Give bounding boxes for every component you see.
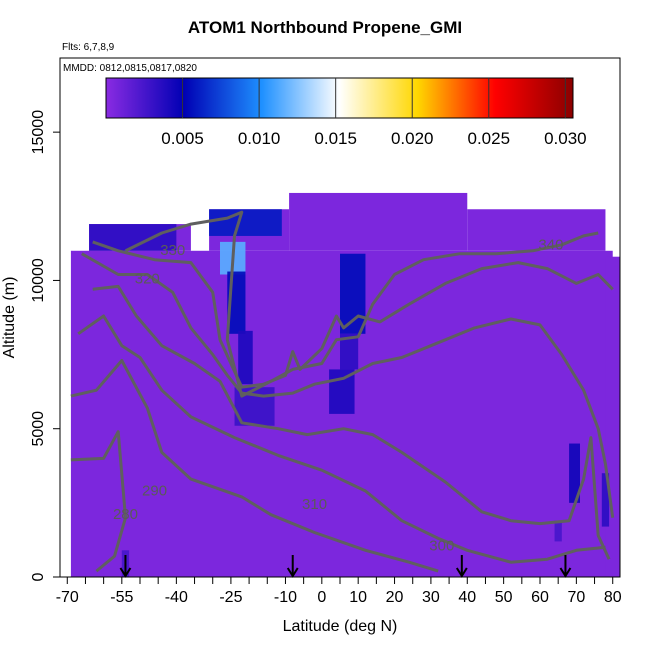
colorbar-tick-label: 0.005 — [161, 129, 204, 148]
y-tick-label: 15000 — [30, 110, 47, 155]
field-block — [289, 192, 468, 251]
x-tick-label: -40 — [165, 589, 188, 606]
chart-subtitle: Flts: 6,7,8,9 — [62, 42, 115, 53]
x-axis-title: Latitude (deg N) — [283, 618, 398, 635]
contour-label-280: 280 — [113, 506, 138, 523]
x-tick-label: 40 — [458, 589, 476, 606]
enhanced-region — [238, 330, 253, 385]
colorbar-tick-label: 0.010 — [238, 129, 281, 148]
contour-label-310: 310 — [302, 496, 327, 513]
x-tick-label: 80 — [604, 589, 622, 606]
contour-label-290: 290 — [142, 482, 167, 499]
field-block — [467, 209, 606, 251]
flight-marker-arrow — [119, 555, 132, 578]
colorbar-tick-label: 0.020 — [391, 129, 434, 148]
flight-marker-arrow — [559, 555, 572, 578]
x-tick-label: 0 — [317, 589, 326, 606]
enhanced-region — [329, 369, 355, 414]
contour-line-320 — [81, 252, 615, 518]
flight-marker-arrow — [286, 555, 299, 578]
y-axis-title: Altitude (m) — [1, 277, 18, 359]
field-block — [605, 256, 620, 577]
x-tick-label: 10 — [349, 589, 367, 606]
flight-marker-arrow — [455, 555, 468, 578]
x-tick-label: -25 — [219, 589, 242, 606]
contour-label-300: 300 — [429, 537, 454, 554]
contour-line-300 — [77, 314, 606, 564]
chart-title: ATOM1 Northbound Propene_GMI — [187, 18, 463, 37]
x-tick-label: -10 — [274, 589, 297, 606]
x-tick-label: -55 — [110, 589, 133, 606]
colorbar-tick-label: 0.025 — [468, 129, 511, 148]
y-tick-label: 0 — [30, 572, 47, 581]
x-tick-label: 60 — [531, 589, 549, 606]
enhanced-region — [340, 333, 359, 370]
chart-annotation: MMDD: 0812,0815,0817,0820 — [63, 63, 197, 74]
contour-line-340 — [124, 210, 599, 398]
contour-line-310 — [92, 284, 611, 560]
x-tick-label: 30 — [422, 589, 440, 606]
x-tick-label: 50 — [495, 589, 513, 606]
y-tick-label: 5000 — [30, 411, 47, 447]
contour-line-330 — [92, 240, 614, 389]
x-tick-label: 20 — [386, 589, 404, 606]
colorbar-tick-label: 0.030 — [544, 129, 587, 148]
y-tick-label: 10000 — [30, 258, 47, 303]
x-tick-label: -70 — [56, 589, 79, 606]
contour-label-320: 320 — [135, 270, 160, 287]
contour-label-340: 340 — [538, 236, 563, 253]
enhanced-region — [601, 473, 610, 527]
colorbar — [105, 77, 574, 119]
enhanced-region — [554, 520, 562, 542]
colorbar-tick-label: 0.015 — [314, 129, 357, 148]
contour-label-330: 330 — [160, 242, 185, 259]
contour-line-290 — [70, 359, 439, 573]
x-tick-label: 70 — [567, 589, 585, 606]
enhanced-region — [569, 443, 580, 503]
contour-line-280 — [70, 430, 127, 573]
enhanced-region — [209, 209, 282, 236]
